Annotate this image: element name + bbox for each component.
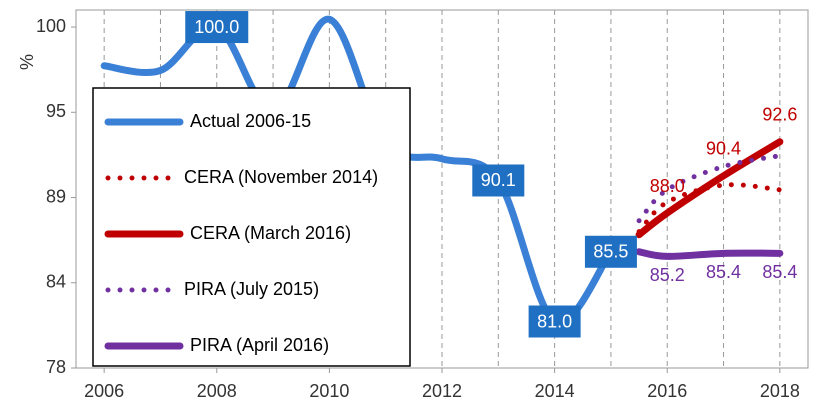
series-line bbox=[635, 248, 784, 260]
label-box bbox=[584, 235, 637, 268]
data-label: 85.2 bbox=[650, 265, 685, 285]
y-tick-label: 78 bbox=[46, 357, 66, 377]
legend-label: CERA (November 2014) bbox=[184, 167, 378, 187]
data-label: 85.5 bbox=[593, 242, 628, 262]
data-label: 92.6 bbox=[762, 104, 797, 124]
label-box bbox=[472, 164, 525, 197]
data-label: 88.0 bbox=[650, 176, 685, 196]
legend-label: CERA (March 2016) bbox=[190, 223, 351, 243]
x-tick-label: 2016 bbox=[647, 381, 687, 401]
x-tick-label: 2012 bbox=[422, 381, 462, 401]
label-box bbox=[528, 305, 581, 338]
x-tick-label: 2018 bbox=[760, 381, 800, 401]
data-label: 85.4 bbox=[762, 262, 797, 282]
data-label: 81.0 bbox=[537, 311, 572, 331]
x-tick-label: 2014 bbox=[535, 381, 575, 401]
x-tick-label: 2010 bbox=[309, 381, 349, 401]
y-tick-label: 95 bbox=[46, 101, 66, 121]
legend-box bbox=[92, 87, 411, 367]
label-box bbox=[185, 11, 249, 44]
legend: Actual 2006-15 CERA (November 2014) CERA (… bbox=[92, 87, 411, 367]
data-label: 85.4 bbox=[706, 262, 741, 282]
legend-label: PIRA (July 2015) bbox=[184, 279, 319, 299]
y-tick-label: 89 bbox=[46, 186, 66, 206]
series-line bbox=[636, 153, 783, 224]
series-line bbox=[635, 138, 784, 239]
y-tick-label: 100 bbox=[36, 16, 66, 36]
y-axis-label: % bbox=[17, 54, 37, 70]
x-tick-label: 2008 bbox=[197, 381, 237, 401]
legend-label: Actual 2006-15 bbox=[190, 111, 311, 131]
data-label: 90.4 bbox=[706, 139, 741, 159]
data-label: 90.1 bbox=[481, 170, 516, 190]
legend-label: PIRA (April 2016) bbox=[190, 335, 329, 355]
data-label: 100.0 bbox=[194, 17, 239, 37]
y-tick-label: 84 bbox=[46, 272, 66, 292]
x-tick-label: 2006 bbox=[84, 381, 124, 401]
